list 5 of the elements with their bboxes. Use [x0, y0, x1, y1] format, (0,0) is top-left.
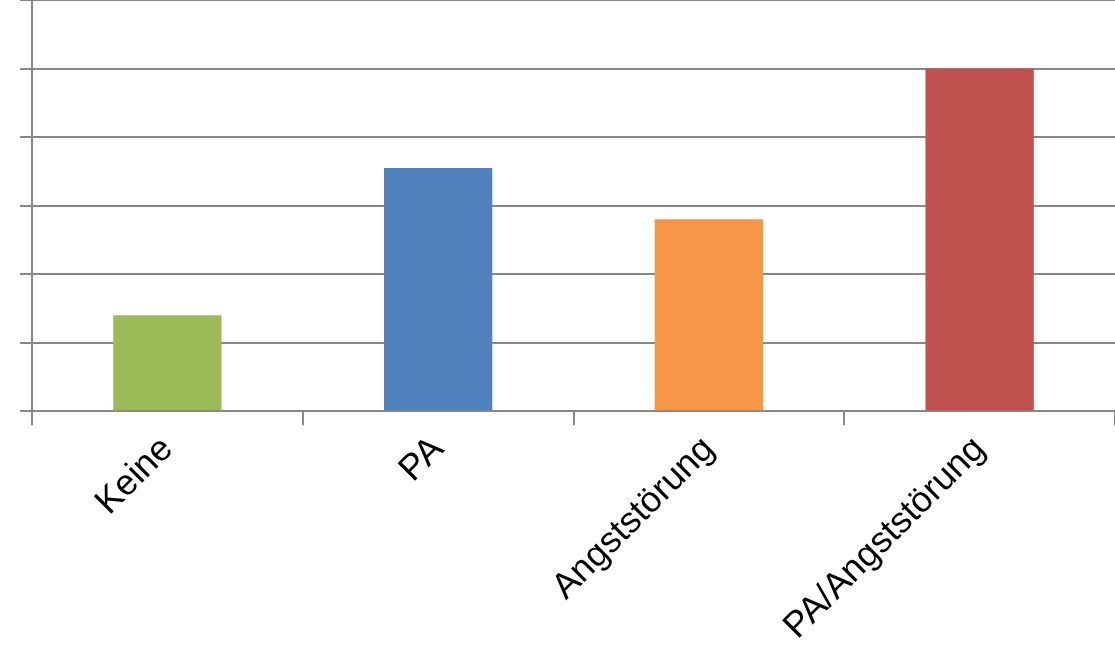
bar: [383, 167, 493, 411]
bar: [113, 315, 222, 411]
bar: [925, 68, 1034, 411]
bar: [654, 219, 764, 411]
x-tick-label: PA: [389, 427, 451, 489]
